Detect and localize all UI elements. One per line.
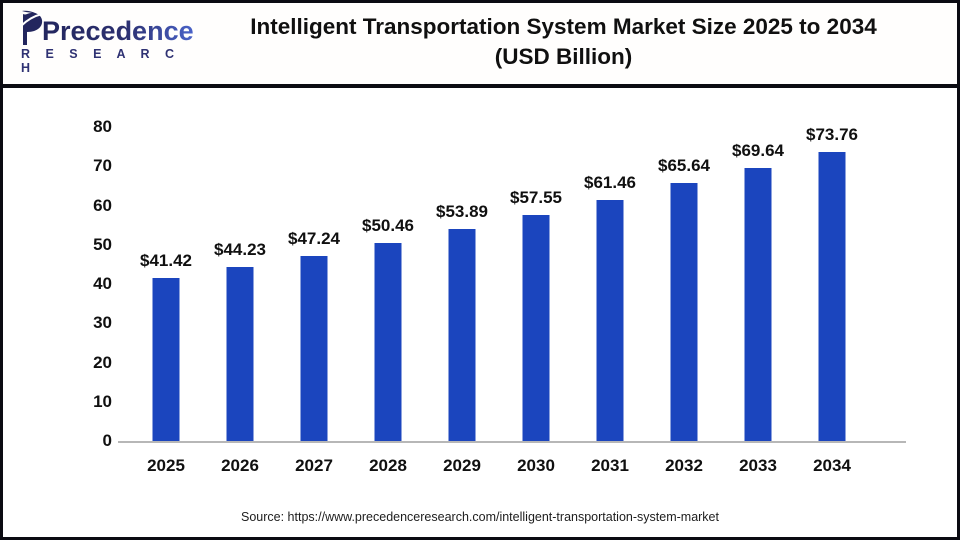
chart-title-line1: Intelligent Transportation System Market… [250, 14, 877, 39]
x-tick-label-2025: 2025 [147, 456, 185, 475]
source-text: Source: https://www.precedenceresearch.c… [241, 510, 719, 524]
header: Precedence R E S E A R C H Intelligent T… [0, 0, 960, 88]
bar-group-2027: $47.24 [277, 127, 351, 441]
y-tick-label: 40 [93, 274, 112, 293]
bar-group-2031: $61.46 [573, 127, 647, 441]
x-tick-label-2034: 2034 [813, 456, 851, 475]
bar-group-2033: $69.64 [721, 127, 795, 441]
x-axis-line [118, 441, 906, 443]
x-tick-label-2030: 2030 [517, 456, 555, 475]
x-tick-label-2029: 2029 [443, 456, 481, 475]
bar-value-label: $53.89 [436, 202, 488, 222]
x-tick-label-2032: 2032 [665, 456, 703, 475]
bar-group-2032: $65.64 [647, 127, 721, 441]
bar-2026 [226, 267, 254, 441]
x-tick-label-2033: 2033 [739, 456, 777, 475]
bar-2032 [670, 183, 698, 441]
bar-value-label: $73.76 [806, 124, 858, 144]
y-tick-label: 10 [93, 391, 112, 411]
brand-logo: Precedence R E S E A R C H [0, 10, 195, 75]
plot-area: $41.42 $44.23 $47.24 $50.46 $53.89 $57.55 $61.… [129, 124, 869, 441]
bar-2030 [522, 215, 550, 441]
y-tick-label: 30 [93, 313, 112, 333]
bar-2034 [818, 151, 846, 441]
bar-value-label: $44.23 [214, 240, 266, 260]
x-tick-label-2026: 2026 [221, 456, 259, 475]
bar-group-2026: $44.23 [203, 127, 277, 441]
bar-2025 [152, 278, 180, 441]
bar-group-2029: $53.89 [425, 127, 499, 441]
bar-2027 [300, 255, 328, 441]
bar-value-label: $41.42 [140, 251, 192, 271]
bar-2028 [374, 242, 402, 441]
y-tick-label: 60 [93, 195, 112, 215]
bar-chart: 0 10 20 30 40 50 60 70 80 $41.42 $44.23 $47.24 $50.… [0, 92, 960, 540]
logo-sub-text: R E S E A R C H [21, 46, 181, 75]
y-axis: 0 10 20 30 40 50 60 70 80 [50, 92, 112, 540]
bar-group-2030: $57.55 [499, 127, 573, 441]
bar-group-2028: $50.46 [351, 127, 425, 441]
x-tick-label-2027: 2027 [295, 456, 333, 475]
bar-2033 [744, 167, 772, 441]
bar-group-2034: $73.76 [795, 124, 869, 441]
bar-2031 [596, 199, 624, 441]
logo-brand-text: Precedence [42, 15, 194, 46]
bar-value-label: $47.24 [288, 228, 340, 248]
x-tick-label-2028: 2028 [369, 456, 407, 475]
bar-value-label: $65.64 [658, 156, 710, 176]
x-tick-label-2031: 2031 [591, 456, 629, 475]
bar-2029 [448, 229, 476, 441]
bar-value-label: $57.55 [510, 188, 562, 208]
bar-value-label: $61.46 [584, 172, 636, 192]
y-tick-label: 80 [93, 117, 112, 136]
y-tick-label: 0 [102, 431, 112, 450]
logo-leaf-p-icon [20, 10, 43, 45]
y-tick-label: 50 [93, 234, 112, 254]
bar-value-label: $69.64 [732, 140, 784, 160]
bar-value-label: $50.46 [362, 215, 414, 235]
y-tick-label: 70 [93, 156, 112, 176]
chart-title: Intelligent Transportation System Market… [195, 12, 960, 72]
chart-title-line2: (USD Billion) [494, 44, 633, 69]
y-tick-label: 20 [93, 352, 112, 372]
bar-group-2025: $41.42 [129, 127, 203, 441]
